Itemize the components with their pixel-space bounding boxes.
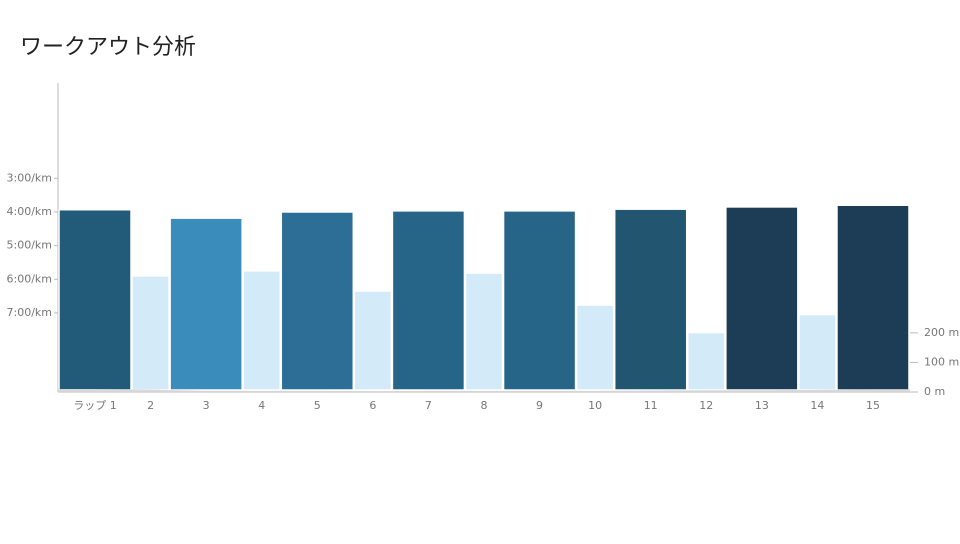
- bar: [242, 270, 281, 391]
- bar: [169, 217, 243, 391]
- bar: [575, 304, 615, 391]
- y-tick-label: 6:00/km: [7, 272, 53, 285]
- bar: [502, 210, 577, 391]
- x-tick-label: 3: [203, 399, 210, 412]
- x-tick-label: 11: [644, 399, 658, 412]
- y2-tick-label: 100 m: [924, 355, 959, 368]
- bar: [613, 208, 688, 391]
- x-tick-label: 6: [369, 399, 376, 412]
- y-tick-label: 5:00/km: [7, 239, 53, 252]
- x-tick-label: 10: [588, 399, 602, 412]
- bar: [464, 272, 504, 391]
- x-tick-label: 5: [314, 399, 321, 412]
- bar: [725, 206, 799, 391]
- bar: [280, 211, 355, 391]
- y-tick-label: 3:00/km: [7, 171, 53, 184]
- x-tick-label: 9: [536, 399, 543, 412]
- bar: [353, 290, 393, 391]
- bar: [687, 331, 726, 391]
- y-tick-label: 4:00/km: [7, 205, 53, 218]
- x-tick-label: 15: [866, 399, 880, 412]
- x-tick-label: 13: [755, 399, 769, 412]
- x-tick-label: 2: [147, 399, 154, 412]
- x-tick-label: 8: [480, 399, 487, 412]
- bar: [836, 204, 910, 391]
- x-tick-label: 7: [425, 399, 432, 412]
- x-tick-label: 14: [810, 399, 824, 412]
- chart-title: ワークアウト分析: [20, 35, 196, 60]
- bar: [58, 208, 132, 391]
- bar: [798, 313, 837, 391]
- bar: [391, 210, 466, 391]
- x-tick-label: 12: [699, 399, 713, 412]
- x-tick-label: 4: [258, 399, 265, 412]
- y2-tick-label: 200 m: [924, 326, 959, 339]
- y-tick-label: 7:00/km: [7, 306, 53, 319]
- bar: [131, 275, 170, 391]
- y2-tick-label: 0 m: [924, 385, 945, 398]
- x-tick-label: ラップ 1: [73, 399, 117, 412]
- elevation-area: [58, 389, 910, 392]
